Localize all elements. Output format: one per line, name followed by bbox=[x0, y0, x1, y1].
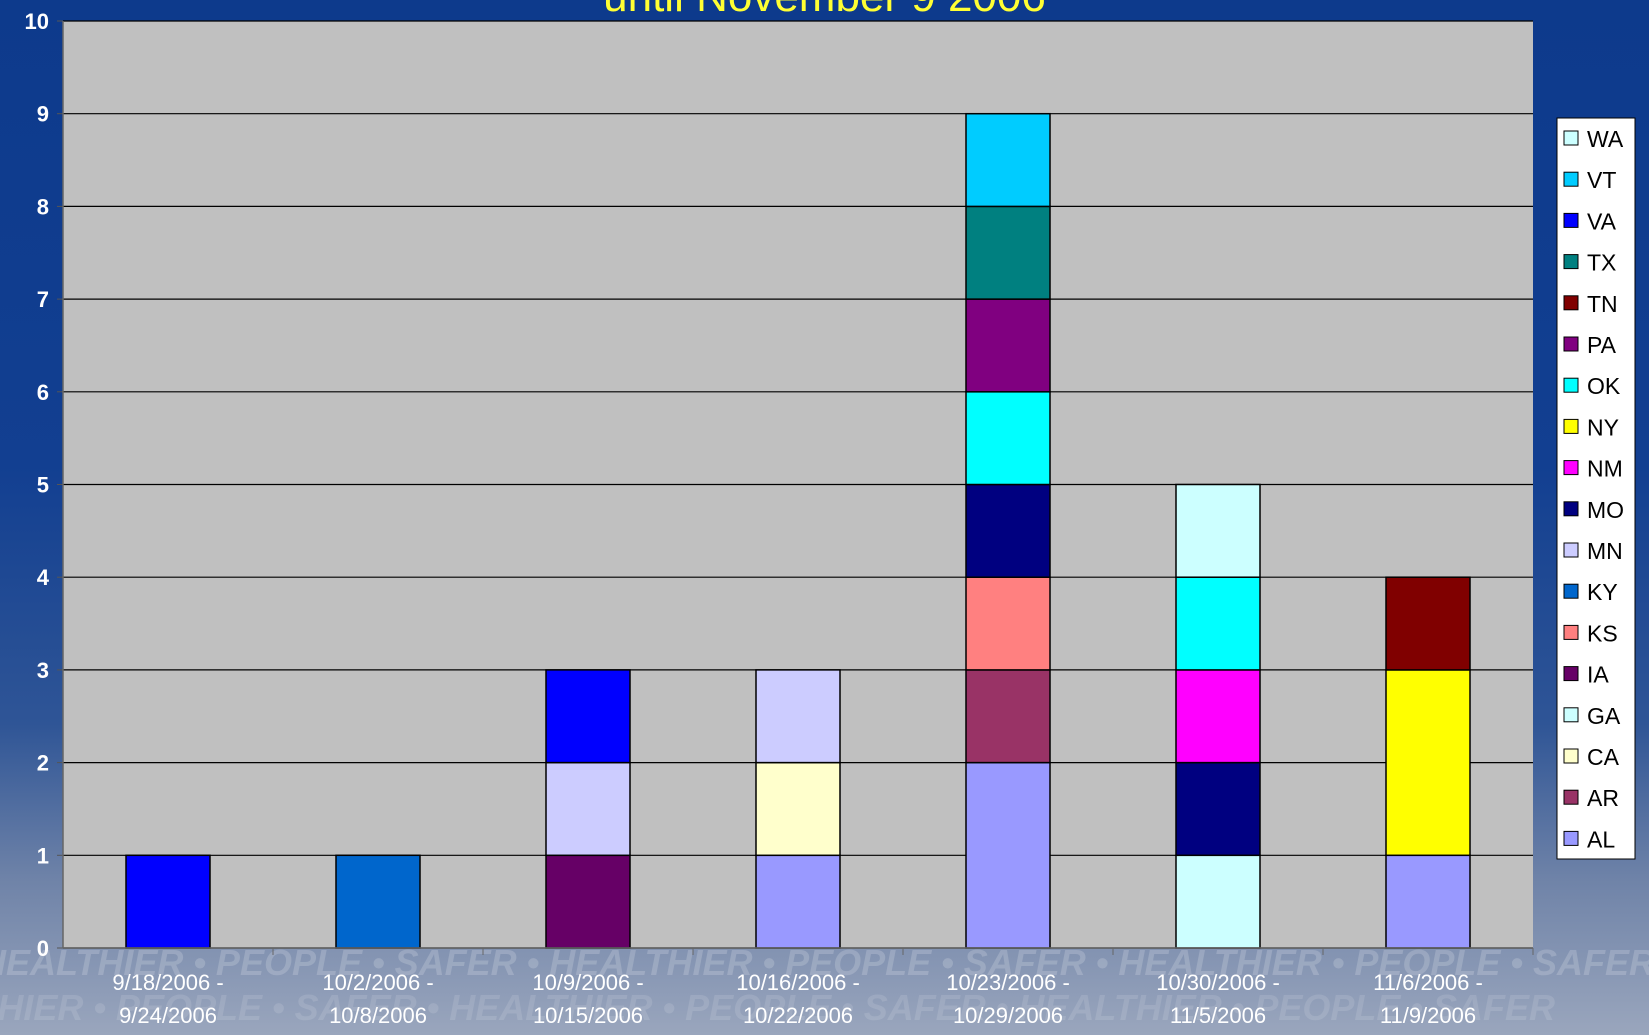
x-tick-label: 10/2/2006 - bbox=[322, 970, 433, 995]
legend-swatch-ok bbox=[1563, 377, 1579, 393]
bar-segment-mo bbox=[1175, 761, 1261, 857]
legend-swatch-ks bbox=[1563, 624, 1579, 640]
bar-segment-mn bbox=[545, 761, 631, 857]
bars bbox=[125, 112, 1471, 949]
y-tick-label: 7 bbox=[37, 287, 49, 312]
y-tick-label: 1 bbox=[37, 843, 49, 868]
legend-label-ia: IA bbox=[1587, 662, 1609, 688]
bar-segment-ks bbox=[965, 576, 1051, 671]
x-tick-label: 10/23/2006 - bbox=[946, 970, 1070, 995]
bar-segment-tx bbox=[965, 205, 1051, 300]
legend-swatch-ga bbox=[1563, 707, 1579, 723]
x-tick-label: 11/6/2006 - bbox=[1373, 970, 1483, 995]
bar-segment-vt bbox=[965, 112, 1051, 208]
legend-label-ky: KY bbox=[1587, 579, 1618, 605]
chart-title: until November 9 2006 bbox=[0, 0, 1649, 22]
bar-segment-ky bbox=[335, 854, 421, 949]
y-tick-label: 2 bbox=[37, 751, 49, 776]
bar-segment-ok bbox=[965, 391, 1051, 486]
legend-swatch-mn bbox=[1563, 542, 1579, 558]
y-axis: 0 1 2 3 4 5 6 7 8 9 10 bbox=[25, 9, 64, 961]
bar-segment-al bbox=[755, 854, 841, 949]
legend-label-pa: PA bbox=[1587, 332, 1617, 358]
legend-label-ny: NY bbox=[1587, 414, 1619, 440]
x-tick-label: 10/8/2006 bbox=[329, 1003, 427, 1028]
legend-swatch-pa bbox=[1563, 336, 1579, 352]
y-tick-label: 0 bbox=[37, 936, 49, 961]
legend-swatch-nm bbox=[1563, 460, 1579, 476]
legend-label-al: AL bbox=[1587, 826, 1615, 852]
legend-label-ar: AR bbox=[1587, 785, 1619, 811]
bar-segment-ok bbox=[1175, 576, 1261, 671]
legend-label-mn: MN bbox=[1587, 538, 1623, 564]
bar-segment-mn bbox=[755, 669, 841, 764]
legend-label-ks: KS bbox=[1587, 620, 1618, 646]
legend-swatch-ny bbox=[1563, 418, 1579, 434]
legend-label-va: VA bbox=[1587, 208, 1617, 234]
bar-segment-ny bbox=[1385, 669, 1471, 857]
legend-swatch-ca bbox=[1563, 748, 1579, 764]
bar-segment-tn bbox=[1385, 576, 1471, 671]
legend-label-tn: TN bbox=[1587, 291, 1618, 317]
bar-segment-mo bbox=[965, 483, 1051, 578]
y-tick-label: 9 bbox=[37, 102, 49, 127]
legend-label-vt: VT bbox=[1587, 167, 1616, 193]
legend-swatch-ia bbox=[1563, 666, 1579, 682]
y-tick-label: 6 bbox=[37, 380, 49, 405]
legend-swatch-ky bbox=[1563, 583, 1579, 599]
bar-segment-va bbox=[545, 669, 631, 764]
legend-swatch-mo bbox=[1563, 501, 1579, 517]
legend-label-ok: OK bbox=[1587, 373, 1621, 399]
bar-segment-ar bbox=[965, 669, 1051, 764]
y-tick-label: 4 bbox=[37, 565, 50, 590]
x-tick-label: 11/5/2006 bbox=[1170, 1003, 1266, 1028]
legend-label-mo: MO bbox=[1587, 497, 1624, 523]
y-tick-label: 10 bbox=[25, 9, 49, 34]
bar-segment-ga bbox=[1175, 854, 1261, 949]
x-tick-label: 10/9/2006 - bbox=[532, 970, 643, 995]
legend-label-ca: CA bbox=[1587, 744, 1620, 770]
legend-label-tx: TX bbox=[1587, 250, 1616, 276]
x-tick-label: 10/16/2006 - bbox=[736, 970, 860, 995]
legend: WA VT VA TX TN PA OK NY NM MO MN KY KS IA GA CA AR AL bbox=[1556, 117, 1636, 860]
bar-segment-nm bbox=[1175, 669, 1261, 764]
legend-swatch-va bbox=[1563, 212, 1579, 228]
x-tick-label: 9/24/2006 bbox=[119, 1003, 217, 1028]
x-axis: 9/18/2006 - 9/24/2006 10/2/2006 - 10/8/2006… bbox=[63, 947, 1534, 1028]
legend-swatch-vt bbox=[1563, 171, 1579, 187]
bar-segment-va bbox=[125, 854, 211, 949]
legend-label-nm: NM bbox=[1587, 456, 1623, 482]
y-tick-label: 5 bbox=[37, 473, 49, 498]
bar-segment-al bbox=[1385, 854, 1471, 949]
legend-swatch-al bbox=[1563, 830, 1579, 846]
x-tick-label: 10/29/2006 bbox=[953, 1003, 1063, 1028]
x-tick-label: 10/30/2006 - bbox=[1156, 970, 1280, 995]
x-tick-label: 10/22/2006 bbox=[743, 1003, 853, 1028]
legend-swatch-ar bbox=[1563, 789, 1579, 805]
legend-swatch-tn bbox=[1563, 295, 1579, 311]
y-tick-label: 8 bbox=[37, 194, 49, 219]
x-tick-label: 11/9/2006 bbox=[1380, 1003, 1476, 1028]
bar-segment-ia bbox=[545, 854, 631, 949]
x-tick-label: 9/18/2006 - bbox=[112, 970, 223, 995]
bar-segment-al bbox=[965, 761, 1051, 949]
bar-segment-wa bbox=[1175, 483, 1261, 578]
legend-label-wa: WA bbox=[1587, 126, 1624, 152]
x-tick-label: 10/15/2006 bbox=[533, 1003, 643, 1028]
bar-segment-pa bbox=[965, 298, 1051, 393]
legend-swatch-tx bbox=[1563, 254, 1579, 270]
legend-label-ga: GA bbox=[1587, 703, 1621, 729]
legend-box bbox=[1556, 117, 1636, 860]
legend-swatch-wa bbox=[1563, 130, 1579, 146]
y-tick-label: 3 bbox=[37, 658, 49, 683]
bar-segment-ca bbox=[755, 761, 841, 857]
